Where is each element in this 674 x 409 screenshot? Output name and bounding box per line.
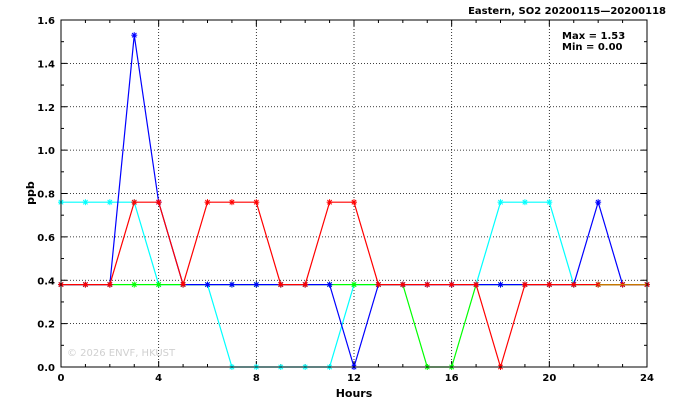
data-point: [351, 199, 357, 206]
data-point: [131, 199, 138, 206]
data-point: [106, 281, 113, 288]
data-point: [82, 281, 89, 288]
data-point: [131, 281, 138, 288]
y-tick-label: 0.0: [37, 363, 55, 374]
x-tick-label: 8: [253, 373, 260, 384]
x-tick-label: 16: [445, 373, 459, 384]
data-point: [424, 281, 431, 288]
max-label: Max = 1.53: [562, 31, 625, 42]
x-tick-label: 20: [542, 373, 556, 384]
data-point: [106, 199, 113, 206]
series-layer: [58, 32, 650, 370]
data-point: [570, 281, 577, 288]
chart-title: Eastern, SO2 20200115—20200118: [468, 6, 666, 17]
x-tick-label: 24: [640, 373, 654, 384]
x-axis-title: Hours: [336, 387, 373, 400]
data-point: [595, 199, 602, 206]
data-point: [497, 199, 504, 206]
y-tick-label: 0.8: [37, 190, 55, 201]
data-point: [180, 281, 187, 288]
series-3: [58, 199, 650, 370]
data-point: [204, 281, 211, 288]
y-tick-label: 1.2: [37, 103, 55, 114]
y-tick-label: 0.4: [37, 276, 55, 287]
grid-lines: [61, 20, 647, 367]
data-point: [82, 199, 89, 206]
data-point: [277, 281, 284, 288]
y-tick-label: 0.2: [37, 320, 55, 331]
data-point: [253, 199, 260, 206]
data-point: [204, 199, 211, 206]
x-tick-label: 0: [58, 373, 65, 384]
y-tick-label: 1.6: [37, 16, 55, 27]
min-label: Min = 0.00: [562, 42, 623, 53]
data-point: [155, 281, 162, 288]
data-point: [326, 199, 333, 206]
data-point: [131, 32, 138, 39]
data-point: [546, 199, 553, 206]
watermark: © 2026 ENVF, HKUST: [67, 348, 176, 359]
y-tick-label: 0.6: [37, 233, 55, 244]
y-tick-label: 1.4: [37, 59, 55, 70]
data-point: [228, 281, 235, 288]
data-point: [253, 281, 260, 288]
data-point: [375, 281, 382, 288]
data-point: [521, 199, 528, 206]
y-axis-title: ppb: [24, 181, 37, 205]
plot-frame: [60, 19, 648, 368]
data-point: [302, 281, 309, 288]
y-tick-label: 1.0: [37, 146, 55, 157]
data-point: [155, 199, 162, 206]
x-tick-label: 4: [155, 373, 162, 384]
data-point: [351, 281, 357, 288]
y-axis-ticks: 0.0 0.2 0.4 0.6 0.8 1.0 1.2 1.4 1.6: [37, 16, 647, 374]
data-point: [546, 281, 553, 288]
x-tick-label: 12: [347, 373, 361, 384]
data-point: [228, 199, 235, 206]
data-point: [326, 281, 333, 288]
data-point: [521, 281, 528, 288]
data-point: [448, 281, 455, 288]
data-point: [497, 281, 504, 288]
data-point: [399, 281, 406, 288]
data-point: [473, 281, 480, 288]
